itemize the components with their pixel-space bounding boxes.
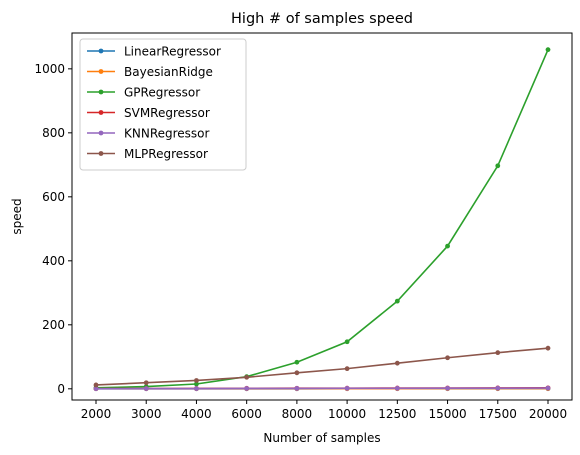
legend-swatch-marker — [99, 90, 104, 95]
data-point — [445, 386, 450, 391]
y-tick-label: 600 — [42, 190, 65, 204]
data-point — [395, 361, 400, 366]
x-tick-label: 15000 — [428, 407, 466, 421]
chart-title: High # of samples speed — [231, 11, 413, 27]
data-point — [495, 350, 500, 355]
data-point — [495, 386, 500, 391]
y-axis-label: speed — [10, 198, 24, 234]
data-point — [546, 346, 551, 351]
legend-label: BayesianRidge — [124, 65, 213, 79]
x-tick-label: 8000 — [282, 407, 313, 421]
y-tick-label: 400 — [42, 254, 65, 268]
data-point — [395, 386, 400, 391]
legend-label: KNNRegressor — [124, 127, 210, 141]
data-point — [244, 386, 249, 391]
legend-label: MLPRegressor — [124, 147, 208, 161]
legend-swatch-marker — [99, 49, 104, 54]
x-tick-label: 6000 — [231, 407, 262, 421]
data-point — [345, 386, 350, 391]
series-line — [96, 348, 548, 385]
legend-label: SVMRegressor — [124, 106, 210, 120]
data-point — [546, 386, 551, 391]
legend: LinearRegressor BayesianRidge GPRegressor S… — [80, 39, 246, 170]
data-point — [395, 299, 400, 304]
legend-swatch-marker — [99, 151, 104, 156]
legend-label: GPRegressor — [124, 86, 200, 100]
y-tick-label: 0 — [57, 382, 65, 396]
x-axis-label: Number of samples — [263, 431, 380, 445]
x-tick-label: 4000 — [181, 407, 212, 421]
data-point — [345, 339, 350, 344]
data-point — [495, 163, 500, 168]
data-point — [345, 366, 350, 371]
legend-label: LinearRegressor — [124, 45, 221, 59]
data-point — [94, 383, 99, 388]
data-point — [294, 370, 299, 375]
legend-swatch-marker — [99, 69, 104, 74]
data-point — [445, 355, 450, 360]
data-point — [244, 375, 249, 380]
x-tick-label: 12500 — [378, 407, 416, 421]
series-line — [96, 388, 548, 389]
data-point — [546, 47, 551, 52]
data-point — [294, 360, 299, 365]
data-point — [144, 380, 149, 385]
x-tick-label: 2000 — [81, 407, 112, 421]
data-point — [194, 378, 199, 383]
y-tick-label: 200 — [42, 318, 65, 332]
data-point — [294, 386, 299, 391]
x-tick-label: 17500 — [479, 407, 517, 421]
legend-swatch-marker — [99, 131, 104, 136]
y-tick-label: 1000 — [34, 62, 65, 76]
legend-swatch-marker — [99, 110, 104, 115]
y-tick-label: 800 — [42, 126, 65, 140]
data-point — [445, 244, 450, 249]
data-point — [194, 386, 199, 391]
x-tick-label: 3000 — [131, 407, 162, 421]
x-tick-label: 10000 — [328, 407, 366, 421]
data-point — [144, 386, 149, 391]
x-tick-label: 20000 — [529, 407, 567, 421]
